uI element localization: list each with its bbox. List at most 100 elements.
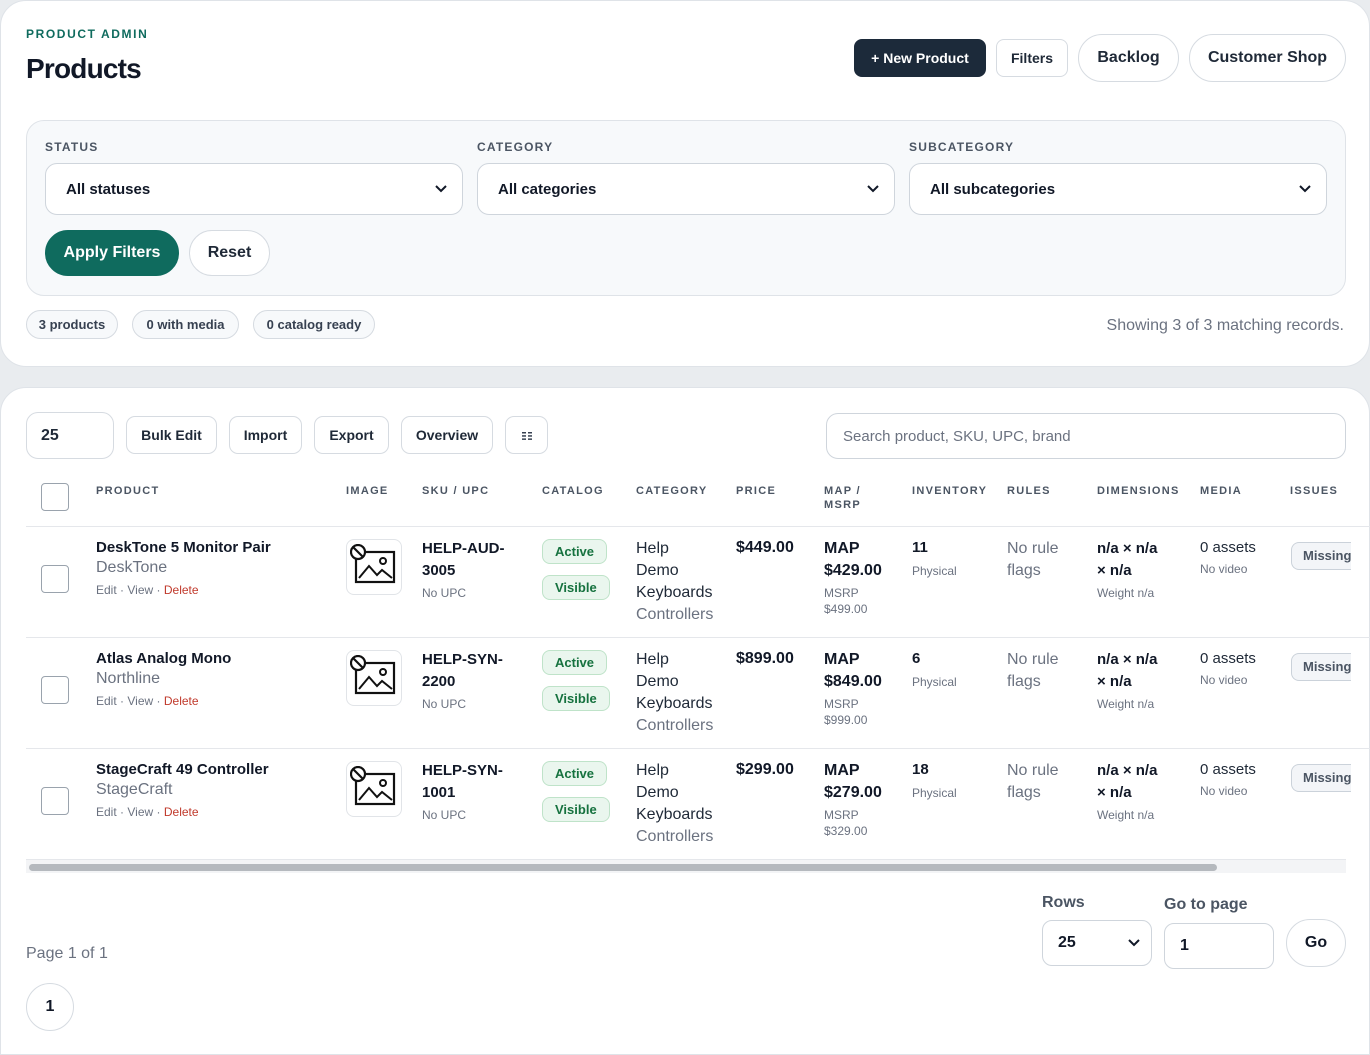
sku-cell: HELP-SYN- 2200 No UPC [422,649,517,711]
inventory-cell: 18 Physical [912,761,957,800]
map-label: MAP [824,762,860,779]
sku-value: HELP-SYN- 1001 [422,760,517,804]
edit-link[interactable]: Edit [96,583,117,597]
select-all-checkbox[interactable] [41,483,69,511]
catalog-cell: Active Visible [542,650,610,722]
column-header-map-msrp[interactable]: MAP / MSRP [824,485,861,511]
new-product-button[interactable]: + New Product [854,39,986,77]
apply-filters-button[interactable]: Apply Filters [45,230,179,276]
dimensions-line-2: × n/a [1097,562,1132,579]
product-image[interactable] [346,650,402,706]
column-header-catalog[interactable]: CATALOG [542,485,604,497]
broken-image-icon [349,543,398,591]
msrp-label: MSRP [824,586,859,600]
column-header-image: IMAGE [346,485,389,497]
rules-line-1: No rule [1007,651,1059,668]
issue-badge[interactable]: Missing [1291,542,1351,570]
page-1-button[interactable]: 1 [26,983,74,1031]
dimensions-cell: n/a × n/a × n/a Weight n/a [1097,538,1157,600]
status-filter-label: STATUS [45,140,99,154]
dimensions-line-2: × n/a [1097,784,1132,801]
subcategory-select[interactable]: All subcategories [909,163,1327,215]
delete-link[interactable]: Delete [163,694,199,708]
rows-select[interactable]: 25 [1042,920,1152,966]
row-checkbox[interactable] [41,787,69,815]
subcategory-value: Controllers [636,606,714,623]
go-button[interactable]: Go [1286,919,1346,967]
bulk-edit-button[interactable]: Bulk Edit [126,416,217,454]
action-separator: · [120,694,125,708]
upc-value: No UPC [422,697,467,711]
horizontal-scrollbar[interactable] [26,859,1346,873]
inventory-type: Physical [912,786,957,800]
delete-link[interactable]: Delete [163,583,199,597]
dimensions-cell: n/a × n/a × n/a Weight n/a [1097,760,1157,822]
columns-button[interactable] [505,416,548,454]
row-actions: Edit · View · Delete [96,805,269,819]
category-cell: Help Demo Keyboards Controllers [636,649,713,737]
go-to-page-input[interactable]: 1 [1164,923,1274,969]
overview-button[interactable]: Overview [401,416,493,454]
sku-cell: HELP-SYN- 1001 No UPC [422,760,517,822]
category-select-value: All categories [498,180,597,198]
media-cell: 0 assets No video [1200,650,1256,687]
product-cell: DeskTone 5 Monitor Pair DeskTone Edit · … [96,539,271,597]
map-label: MAP [824,540,860,557]
column-header-category[interactable]: CATEGORY [636,485,708,497]
video-status: No video [1200,673,1248,687]
import-button[interactable]: Import [229,416,302,454]
rows-label: Rows [1042,894,1085,911]
issue-badge[interactable]: Missing [1291,764,1351,792]
weight-value: Weight n/a [1097,808,1155,822]
backlog-button[interactable]: Backlog [1078,34,1179,82]
edit-link[interactable]: Edit [96,694,117,708]
category-path-1: Help [636,540,669,557]
scrollbar-thumb[interactable] [29,864,1217,871]
msrp-value: $999.00 [824,713,868,727]
column-header-inventory[interactable]: INVENTORY [912,485,988,497]
view-link[interactable]: View [127,583,154,597]
go-to-page-label: Go to page [1164,896,1248,913]
column-header-issues[interactable]: ISSUES [1290,485,1339,497]
product-name[interactable]: Atlas Analog Mono [96,650,232,667]
page-size-input[interactable]: 25 [26,412,114,459]
table-row: DeskTone 5 Monitor Pair DeskTone Edit · … [26,526,1370,637]
products-header-card: PRODUCT ADMIN Products + New Product Fil… [0,0,1370,367]
product-name[interactable]: DeskTone 5 Monitor Pair [96,539,271,556]
row-checkbox[interactable] [41,565,69,593]
edit-link[interactable]: Edit [96,805,117,819]
column-header-product[interactable]: PRODUCT [96,485,160,497]
catalog-ready-chip: 0 catalog ready [253,310,375,339]
reset-filters-button[interactable]: Reset [189,230,270,276]
column-header-rules[interactable]: RULES [1007,485,1051,497]
delete-link[interactable]: Delete [163,805,199,819]
status-select[interactable]: All statuses [45,163,463,215]
page-indicator: Page 1 of 1 [26,945,108,962]
search-input[interactable] [826,413,1346,459]
product-image[interactable] [346,539,402,595]
issue-badge[interactable]: Missing [1291,653,1351,681]
subcategory-value: Controllers [636,828,714,845]
row-checkbox[interactable] [41,676,69,704]
product-image[interactable] [346,761,402,817]
dimensions-line-1: n/a × n/a [1097,540,1158,557]
export-button[interactable]: Export [314,416,389,454]
view-link[interactable]: View [127,694,154,708]
catalog-cell: Active Visible [542,539,610,611]
category-select[interactable]: All categories [477,163,895,215]
dimensions-line-2: × n/a [1097,673,1132,690]
status-badge: Active [542,650,608,675]
column-header-media[interactable]: MEDIA [1200,485,1242,497]
map-value: $849.00 [824,673,882,690]
row-actions: Edit · View · Delete [96,694,231,708]
category-path-2: Demo [636,673,679,690]
product-name[interactable]: StageCraft 49 Controller [96,761,269,778]
column-header-sku[interactable]: SKU / UPC [422,485,490,497]
column-header-price[interactable]: PRICE [736,485,777,497]
sku-line-1: HELP-AUD- [422,540,505,557]
map-label: MAP [824,651,860,668]
view-link[interactable]: View [127,805,154,819]
column-header-dimensions[interactable]: DIMENSIONS [1097,485,1180,497]
customer-shop-button[interactable]: Customer Shop [1189,34,1346,82]
filters-button[interactable]: Filters [996,39,1068,77]
